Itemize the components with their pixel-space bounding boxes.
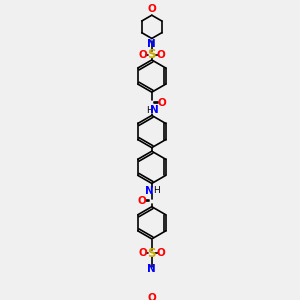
Text: O: O bbox=[139, 50, 147, 60]
Text: S: S bbox=[148, 247, 156, 260]
Text: H: H bbox=[153, 186, 160, 195]
Text: O: O bbox=[138, 196, 146, 206]
Text: O: O bbox=[147, 293, 156, 300]
Text: O: O bbox=[156, 248, 165, 258]
Text: O: O bbox=[156, 50, 165, 60]
Text: N: N bbox=[150, 105, 159, 115]
Text: N: N bbox=[145, 186, 154, 196]
Text: O: O bbox=[147, 4, 156, 14]
Text: O: O bbox=[139, 248, 147, 258]
Text: H: H bbox=[146, 106, 152, 115]
Text: N: N bbox=[147, 264, 156, 274]
Text: S: S bbox=[148, 48, 156, 61]
Text: N: N bbox=[147, 39, 156, 50]
Text: O: O bbox=[157, 98, 166, 108]
